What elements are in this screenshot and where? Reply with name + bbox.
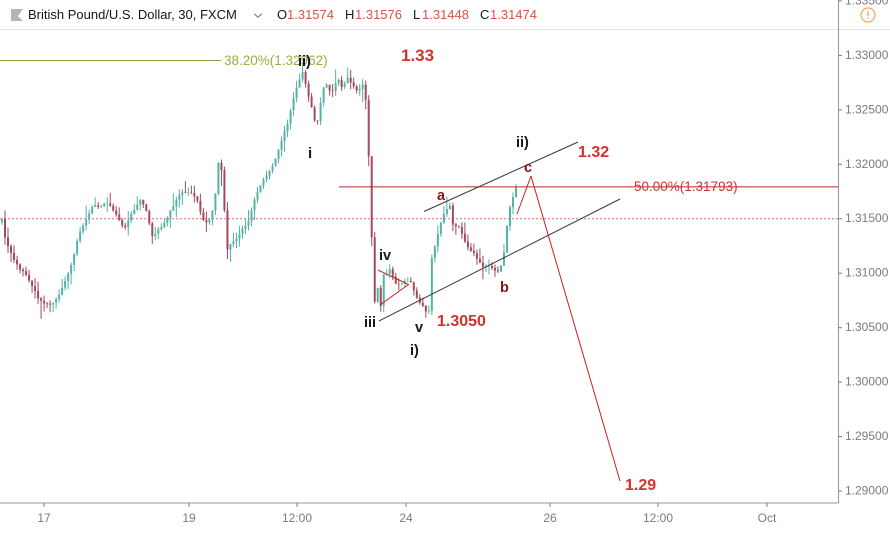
svg-text:1.32500: 1.32500	[845, 102, 889, 116]
svg-text:c: c	[524, 160, 532, 176]
svg-text:1.33000: 1.33000	[845, 48, 889, 62]
svg-text:1.33500: 1.33500	[845, 0, 889, 8]
svg-text:1.31000: 1.31000	[845, 266, 889, 280]
svg-text:iii: iii	[364, 315, 376, 331]
svg-text:38.20%(1.32962): 38.20%(1.32962)	[224, 53, 328, 68]
svg-text:1.30500: 1.30500	[845, 320, 889, 334]
svg-text:1.32: 1.32	[578, 144, 609, 161]
svg-text:1.31500: 1.31500	[845, 211, 889, 225]
svg-text:1.29500: 1.29500	[845, 429, 889, 443]
svg-text:50.00%(1.31793): 50.00%(1.31793)	[634, 179, 738, 194]
svg-text:26: 26	[543, 511, 557, 525]
svg-text:b: b	[500, 280, 509, 296]
svg-text:1.32000: 1.32000	[845, 157, 889, 171]
svg-text:1.3050: 1.3050	[437, 313, 486, 330]
svg-text:17: 17	[37, 511, 51, 525]
svg-text:24: 24	[399, 511, 413, 525]
svg-text:i: i	[308, 145, 312, 162]
svg-text:1.29: 1.29	[625, 477, 656, 494]
svg-text:Oct: Oct	[758, 511, 777, 525]
svg-text:v: v	[415, 320, 423, 336]
svg-text:1.29000: 1.29000	[845, 484, 889, 498]
svg-text:ii): ii)	[516, 135, 529, 151]
svg-text:i): i)	[410, 343, 419, 359]
svg-text:ii): ii)	[298, 54, 311, 70]
svg-text:1.33: 1.33	[401, 46, 434, 65]
svg-text:19: 19	[182, 511, 196, 525]
svg-text:iv: iv	[379, 248, 391, 264]
svg-text:a: a	[437, 188, 446, 204]
svg-text:1.30000: 1.30000	[845, 375, 889, 389]
svg-text:12:00: 12:00	[282, 511, 312, 525]
svg-text:12:00: 12:00	[643, 511, 673, 525]
